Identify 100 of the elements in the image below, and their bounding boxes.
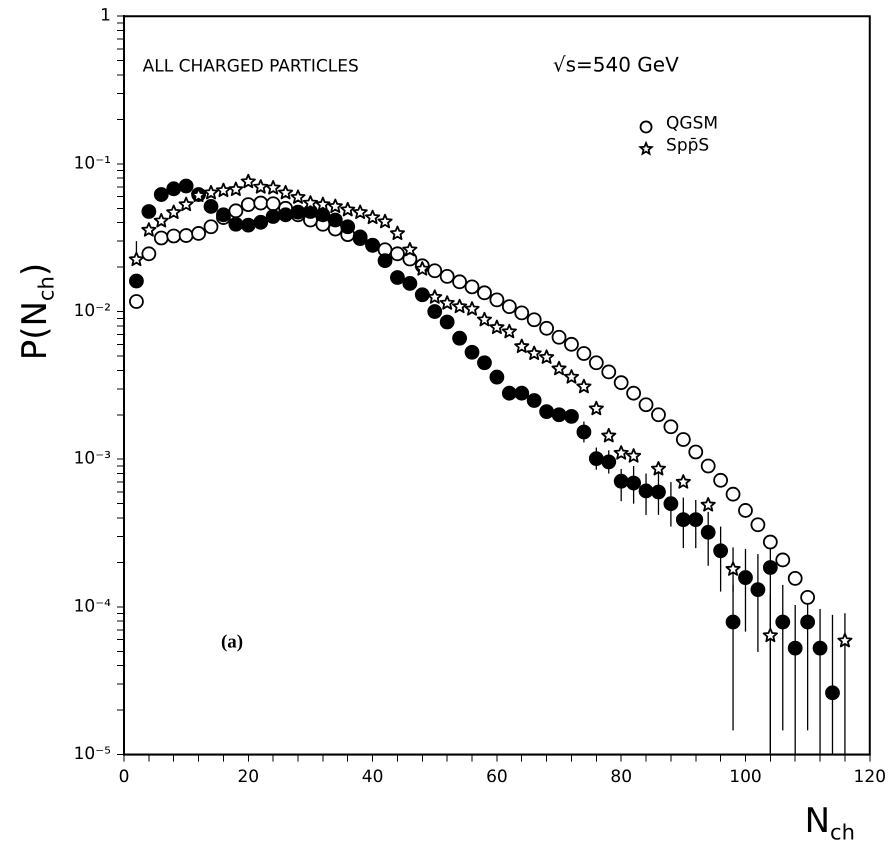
point bbox=[266, 196, 281, 212]
point bbox=[129, 294, 144, 309]
point bbox=[588, 400, 604, 416]
point bbox=[178, 178, 194, 194]
point bbox=[614, 375, 629, 390]
point bbox=[253, 196, 268, 210]
point bbox=[476, 312, 492, 326]
point bbox=[502, 324, 517, 338]
point bbox=[650, 461, 666, 476]
point bbox=[514, 386, 530, 401]
x-tick-label: 120 bbox=[854, 767, 886, 788]
point bbox=[128, 252, 144, 266]
point bbox=[278, 207, 293, 222]
point bbox=[576, 346, 592, 361]
point bbox=[191, 226, 206, 241]
x-tick-label: 80 bbox=[610, 767, 632, 788]
point bbox=[141, 222, 156, 237]
point bbox=[489, 320, 504, 334]
point bbox=[812, 640, 828, 656]
point bbox=[601, 428, 616, 442]
point bbox=[464, 301, 480, 316]
point bbox=[203, 184, 219, 200]
point bbox=[390, 246, 405, 262]
point bbox=[750, 517, 766, 532]
legend-label: QGSM bbox=[666, 113, 718, 134]
point bbox=[390, 270, 405, 285]
point bbox=[614, 445, 629, 460]
point bbox=[204, 219, 218, 234]
point bbox=[664, 496, 678, 512]
point bbox=[700, 497, 716, 512]
point bbox=[154, 187, 169, 202]
point bbox=[738, 570, 753, 585]
point bbox=[825, 685, 840, 700]
point bbox=[676, 474, 691, 489]
point bbox=[576, 424, 592, 440]
y-tick-label: 10⁻³ bbox=[74, 448, 111, 469]
annotation: (a) bbox=[220, 632, 244, 653]
point bbox=[664, 419, 678, 434]
x-tick-label: 40 bbox=[362, 767, 384, 788]
point bbox=[378, 253, 392, 268]
point bbox=[216, 182, 231, 198]
point bbox=[514, 305, 530, 320]
point bbox=[762, 534, 778, 550]
point bbox=[440, 295, 455, 310]
point bbox=[588, 451, 604, 466]
point bbox=[228, 203, 244, 218]
point bbox=[290, 189, 306, 204]
point bbox=[526, 346, 542, 360]
point bbox=[676, 512, 691, 528]
point bbox=[315, 196, 330, 212]
point bbox=[638, 484, 654, 498]
point bbox=[588, 355, 604, 370]
point bbox=[713, 543, 728, 558]
point bbox=[551, 360, 567, 376]
point bbox=[228, 216, 244, 232]
x-tick-label: 60 bbox=[486, 767, 508, 788]
point bbox=[166, 204, 182, 220]
point bbox=[464, 279, 480, 294]
point bbox=[154, 230, 169, 246]
point bbox=[626, 386, 642, 401]
point bbox=[440, 269, 455, 284]
point bbox=[141, 246, 156, 262]
x-tick-label: 20 bbox=[237, 767, 260, 788]
point bbox=[539, 320, 554, 336]
point bbox=[725, 561, 741, 576]
point bbox=[775, 614, 790, 630]
point bbox=[775, 552, 790, 568]
point bbox=[278, 184, 294, 200]
point bbox=[440, 314, 455, 330]
point bbox=[154, 213, 169, 228]
point bbox=[452, 330, 467, 346]
point bbox=[726, 614, 740, 630]
point bbox=[638, 397, 654, 412]
point bbox=[216, 207, 231, 222]
point bbox=[651, 484, 666, 500]
point bbox=[414, 287, 430, 302]
point bbox=[129, 274, 144, 288]
point bbox=[253, 214, 268, 230]
point bbox=[328, 198, 343, 214]
point bbox=[340, 202, 356, 216]
point bbox=[837, 632, 852, 648]
point bbox=[402, 242, 418, 256]
point bbox=[489, 292, 504, 308]
point bbox=[738, 503, 753, 518]
point bbox=[178, 196, 194, 212]
point bbox=[178, 228, 194, 243]
point bbox=[539, 404, 554, 420]
y-tick-label: 1 bbox=[100, 6, 111, 26]
point bbox=[700, 524, 716, 540]
annotation: √s=540 GeV bbox=[552, 52, 680, 77]
point bbox=[726, 486, 740, 502]
point bbox=[614, 474, 629, 489]
point bbox=[651, 407, 666, 422]
point bbox=[427, 304, 442, 319]
point bbox=[228, 182, 244, 196]
point bbox=[552, 407, 566, 422]
point bbox=[762, 560, 778, 575]
point bbox=[240, 197, 256, 212]
point bbox=[166, 228, 182, 244]
point bbox=[240, 174, 256, 188]
